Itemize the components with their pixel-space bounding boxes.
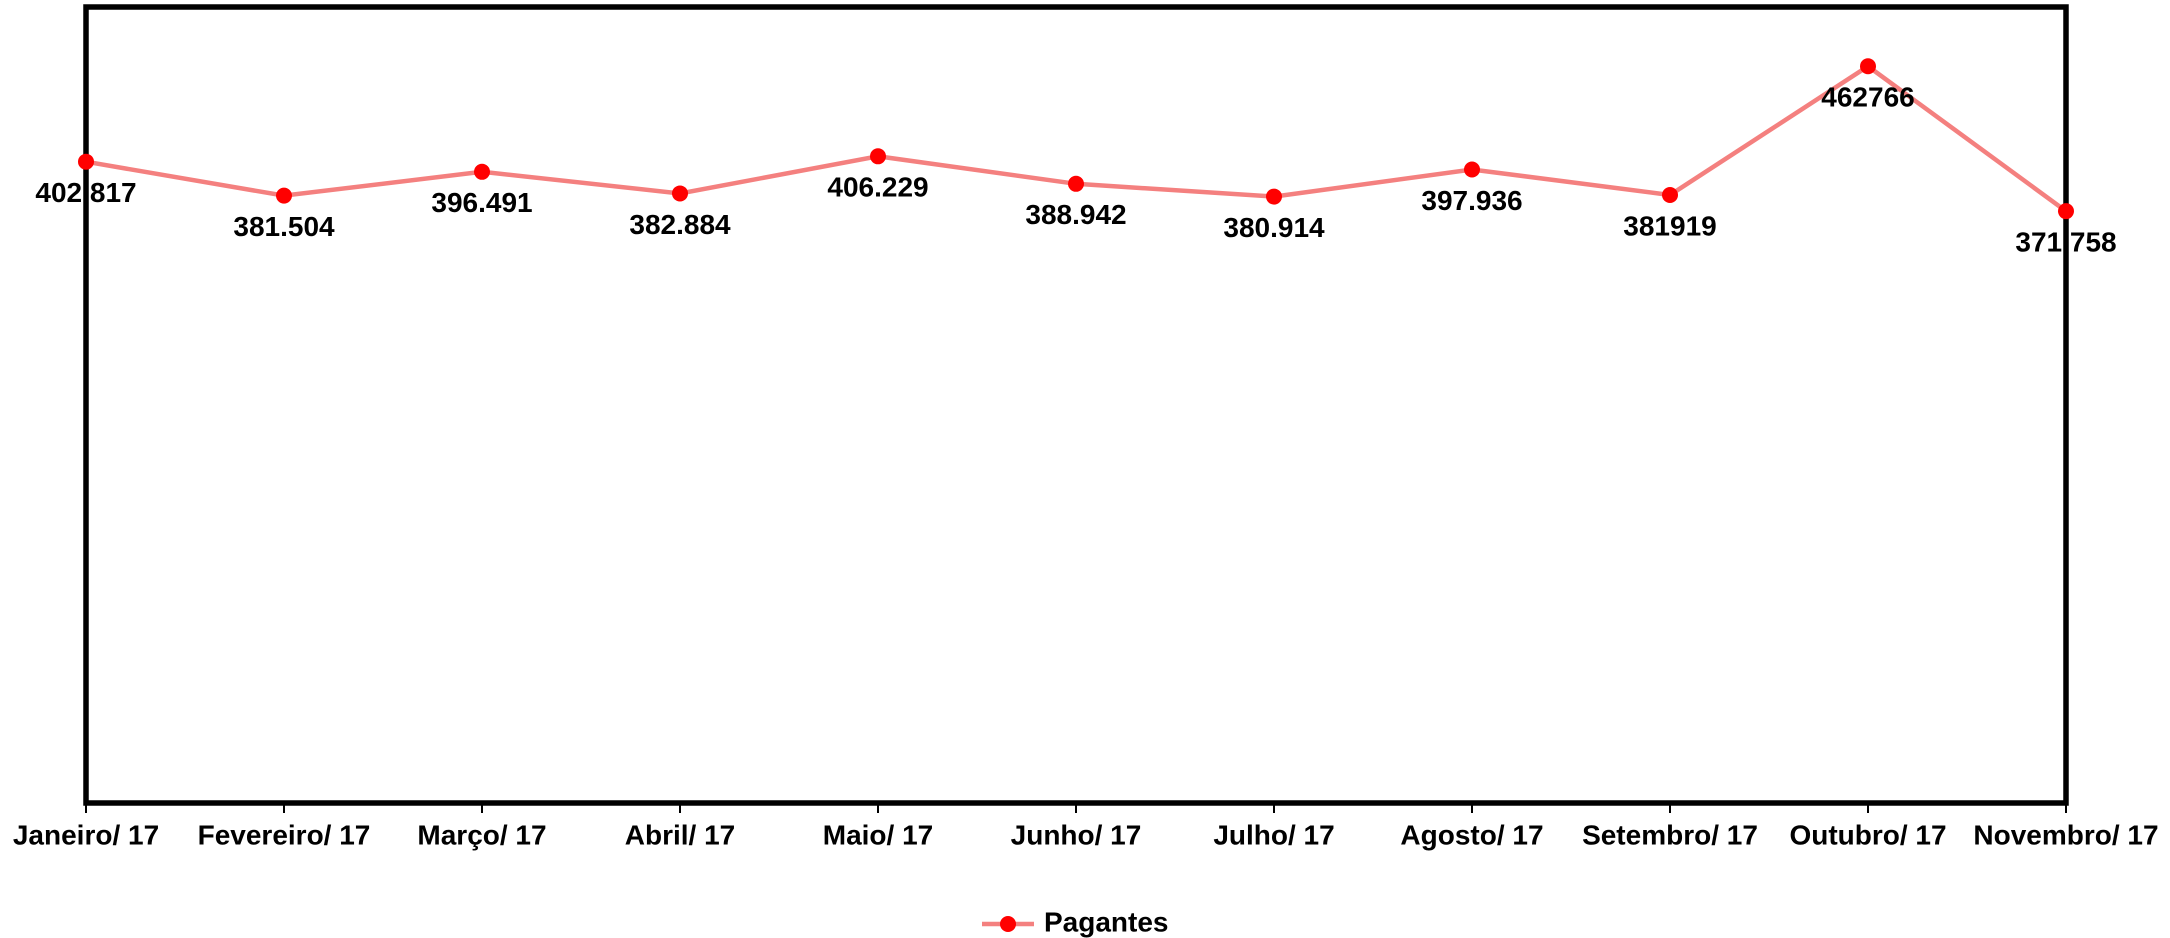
x-tick-label: Outubro/ 17 <box>1789 819 1946 850</box>
x-tick-label: Julho/ 17 <box>1213 819 1334 850</box>
x-tick-label: Janeiro/ 17 <box>13 819 159 850</box>
data-point <box>78 153 94 170</box>
x-tick-label: Setembro/ 17 <box>1582 819 1758 850</box>
data-label: 396.491 <box>431 187 532 218</box>
data-point <box>672 185 688 202</box>
data-point <box>1068 175 1084 192</box>
data-label: 397.936 <box>1421 185 1522 216</box>
legend-marker <box>1000 916 1016 932</box>
data-point <box>1464 161 1480 178</box>
data-label: 462766 <box>1821 82 1914 113</box>
data-label: 380.914 <box>1223 212 1325 243</box>
data-label: 402.817 <box>35 177 136 208</box>
data-label: 406.229 <box>827 172 928 203</box>
data-label: 388.942 <box>1025 199 1126 230</box>
x-tick-label: Agosto/ 17 <box>1400 819 1543 850</box>
data-point <box>870 148 886 165</box>
x-tick-label: Fevereiro/ 17 <box>198 819 371 850</box>
x-tick-label: Março/ 17 <box>417 819 546 850</box>
data-point <box>1662 186 1678 203</box>
legend-label: Pagantes <box>1044 906 1169 937</box>
x-tick-label: Junho/ 17 <box>1011 819 1142 850</box>
data-label: 381919 <box>1623 210 1716 241</box>
data-point <box>1266 188 1282 205</box>
data-point <box>2058 203 2074 220</box>
x-tick-label: Novembro/ 17 <box>1973 819 2158 850</box>
data-point <box>276 187 292 204</box>
x-tick-label: Abril/ 17 <box>625 819 735 850</box>
data-label: 382.884 <box>629 209 731 240</box>
data-label: 381.504 <box>233 211 335 242</box>
x-tick-label: Maio/ 17 <box>823 819 933 850</box>
data-point <box>474 163 490 180</box>
data-label: 371.758 <box>2015 227 2116 258</box>
data-point <box>1860 58 1876 75</box>
plot-frame <box>83 4 2069 806</box>
